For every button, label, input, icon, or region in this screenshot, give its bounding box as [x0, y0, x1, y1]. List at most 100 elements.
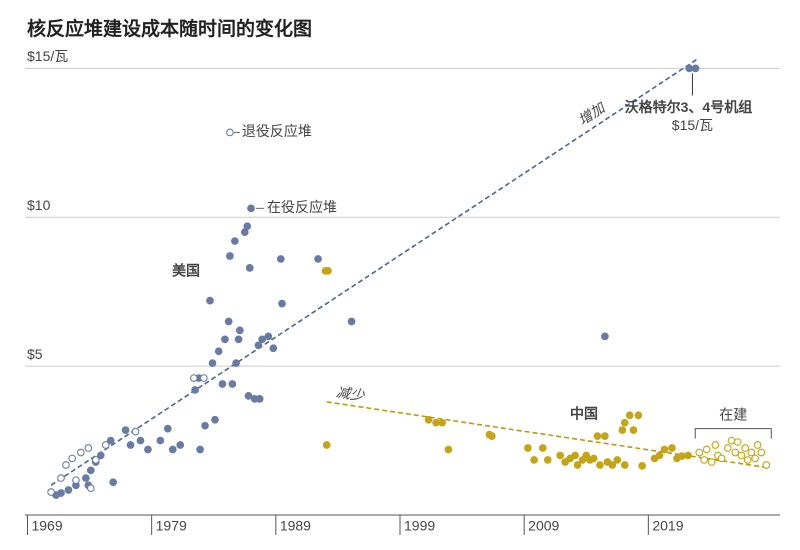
data-point: [156, 436, 165, 445]
data-point: [96, 451, 105, 460]
data-point: [126, 441, 135, 449]
data-point: [211, 415, 219, 424]
data-point: [199, 374, 208, 382]
data-point: [678, 452, 686, 460]
data-point: [601, 332, 609, 341]
data-point: [700, 456, 709, 464]
annotation: $15/瓦: [672, 117, 713, 133]
data-point: [245, 264, 254, 272]
data-point: [244, 392, 253, 400]
annotation: 沃格特尔3、4号机组: [625, 99, 753, 115]
data-point: [727, 436, 736, 445]
data-point: [121, 426, 130, 434]
data-point: [589, 454, 598, 463]
data-point: [655, 451, 664, 460]
data-point: [247, 204, 255, 213]
data-point: [168, 445, 177, 454]
data-point: [106, 436, 115, 445]
data-point: [629, 426, 638, 434]
trend-line: [326, 401, 771, 469]
data-point: [57, 489, 65, 497]
data-point: [347, 317, 356, 326]
data-point: [214, 347, 223, 356]
data-point: [226, 128, 234, 137]
data-point: [743, 456, 752, 464]
data-point: [668, 444, 676, 452]
data-point: [254, 341, 263, 350]
data-point: [625, 411, 634, 420]
data-point: [231, 237, 239, 245]
data-point: [524, 444, 532, 452]
series-label: 在役反应堆: [267, 199, 337, 215]
data-point: [488, 432, 496, 440]
data-point: [176, 441, 185, 449]
data-point: [190, 374, 198, 382]
data-point: [747, 448, 756, 457]
data-point: [221, 335, 229, 344]
data-point: [276, 255, 285, 263]
data-point: [255, 395, 264, 403]
data-point: [206, 296, 214, 305]
data-point: [741, 444, 750, 452]
data-point: [324, 267, 332, 275]
data-point: [62, 461, 70, 469]
data-point: [684, 451, 692, 460]
trend-label: 增加: [575, 98, 609, 128]
data-point: [711, 441, 720, 449]
data-point: [596, 461, 604, 469]
group-label: 美国: [172, 263, 200, 279]
x-tick-label: 1999: [404, 518, 435, 534]
data-point: [226, 252, 234, 260]
data-point: [737, 451, 746, 460]
data-point: [57, 474, 65, 482]
data-point: [201, 421, 209, 430]
data-point: [593, 432, 602, 440]
data-point: [109, 478, 118, 487]
data-point: [86, 484, 95, 493]
y-tick-label: $10: [27, 197, 51, 213]
data-point: [757, 448, 766, 457]
data-point: [264, 332, 273, 341]
data-point: [84, 444, 93, 452]
data-point: [707, 458, 716, 466]
data-point: [68, 454, 77, 463]
data-point: [717, 454, 726, 463]
series-label: 在建: [719, 406, 747, 422]
bracket: [694, 428, 772, 439]
data-point: [751, 454, 759, 463]
data-point: [571, 451, 579, 460]
data-point: [163, 424, 172, 433]
data-point: [86, 466, 95, 475]
data-point: [77, 448, 85, 457]
data-point: [573, 461, 582, 469]
data-point: [432, 418, 440, 427]
data-point: [530, 456, 538, 464]
data-point: [613, 456, 622, 464]
data-point: [224, 317, 233, 326]
data-point: [731, 448, 740, 457]
y-tick-label: $5: [27, 346, 43, 362]
data-point: [723, 444, 732, 452]
data-point: [691, 64, 700, 73]
data-point: [620, 461, 629, 469]
trend-line: [50, 58, 698, 486]
data-point: [72, 476, 80, 485]
data-point: [269, 344, 278, 353]
data-point: [235, 326, 244, 335]
data-point: [424, 415, 433, 424]
data-point: [218, 380, 227, 388]
x-tick-label: 1989: [280, 518, 311, 534]
data-point: [753, 441, 762, 449]
group-label: 中国: [570, 406, 598, 422]
x-tick-label: 1979: [156, 518, 187, 534]
data-point: [278, 299, 286, 308]
data-point: [81, 474, 90, 482]
series-label: 退役反应堆: [242, 123, 312, 139]
data-point: [314, 255, 322, 263]
x-tick-label: 2009: [528, 518, 559, 534]
data-point: [144, 445, 152, 454]
data-point: [243, 222, 252, 231]
data-point: [64, 486, 73, 494]
data-point: [208, 359, 217, 368]
